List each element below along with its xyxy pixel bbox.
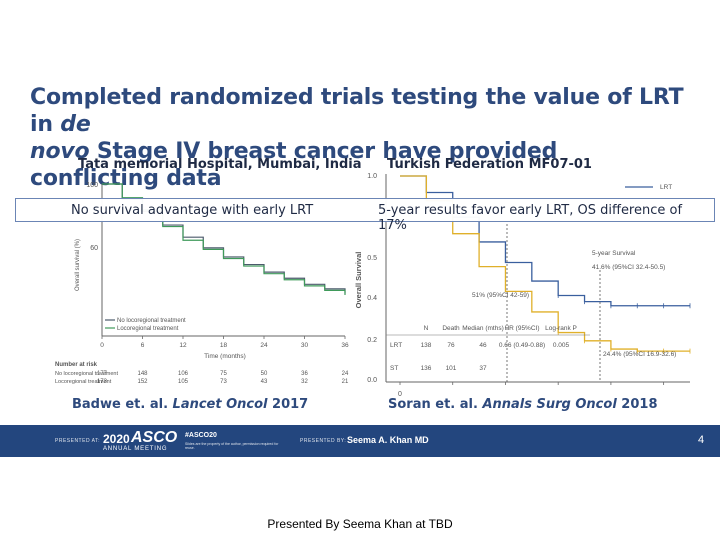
left-y-tick-60: 60 [90, 245, 98, 252]
right-y-tick-3: 0.4 [367, 295, 377, 302]
left-legend-no-lrt: No locoregional treatment [117, 318, 186, 324]
left-risk-label-lrt: Locoregional treatment [55, 379, 112, 385]
left-risk-value: 24 [342, 371, 349, 377]
right-x-tick-0: 0 [398, 391, 402, 398]
right-tr-lrt-hr: 0.66 (0.49-0.88) [499, 342, 545, 349]
left-risk-value: 105 [178, 379, 189, 385]
left-risk-value: 21 [342, 379, 349, 385]
right-km-curve-1 [400, 175, 690, 307]
right-th-death: Death [442, 325, 460, 332]
left-risk-value: 106 [178, 371, 189, 377]
slide-title: Completed randomized trials testing the … [30, 84, 690, 192]
right-tr-st-arm: ST [390, 365, 398, 372]
footer-presented-at: PRESENTED AT: [55, 438, 101, 444]
left-y-tick-100: 100 [86, 182, 98, 189]
left-x-tick-6: 36 [341, 342, 349, 349]
conclusion-banner: No survival advantage with early LRT 5-y… [15, 198, 715, 233]
right-risk-table: N Death Median (mths) HR (95%CI) Log-ran… [386, 325, 590, 372]
left-conclusion: No survival advantage with early LRT [71, 203, 314, 218]
left-risk-value: 177 [97, 371, 108, 377]
right-citation: Soran et. al. Annals Surg Oncol 2018 [388, 397, 658, 412]
left-risk-value: 43 [261, 379, 268, 385]
right-th-p: Log-rank P [545, 325, 577, 332]
right-y-tick-2: 0.5 [367, 255, 377, 262]
presenter-caption: Presented By Seema Khan at TBD [267, 517, 453, 531]
left-risk-value: 36 [301, 371, 308, 377]
footer-hashtag: #ASCO20 [185, 432, 217, 439]
left-risk-value: 75 [220, 371, 227, 377]
left-x-tick-2: 12 [179, 342, 187, 349]
footer-bar: PRESENTED AT: 2020 ASCO ANNUAL MEETING #… [0, 425, 720, 457]
footer-hashtag-note: Slides are the property of the author, p… [185, 442, 279, 450]
footer-presented-by: PRESENTED BY: [300, 438, 347, 444]
right-cite-b: 2018 [616, 397, 658, 412]
right-tr-st-median: 37 [479, 365, 487, 372]
right-th-hr: HR (95%CI) [504, 325, 539, 332]
left-heading: Tata memorial Hospital, Mumbai, India [78, 157, 362, 172]
left-x-axis-label: Time (months) [204, 353, 246, 360]
left-cite-em: Lancet Oncol [172, 397, 268, 412]
right-tr-lrt-arm: LRT [390, 342, 402, 349]
right-five-year-label: 5-year Survival [592, 250, 636, 257]
title-line2-em: novo [30, 139, 90, 164]
footer-meeting-sub: ANNUAL MEETING [103, 446, 168, 452]
right-tr-st-death: 101 [446, 365, 457, 372]
right-tr-lrt-median: 46 [479, 342, 487, 349]
left-km-plot: 100 60 Overall survival (%) 0 6 12 18 24 30 36… [55, 182, 349, 385]
right-y-tick-4: 0.2 [367, 337, 377, 344]
right-legend-lrt: LRT [660, 184, 672, 191]
right-y-tick-5: 0.0 [367, 377, 377, 384]
left-risk-value: 148 [137, 371, 148, 377]
right-th-n: N [424, 325, 429, 332]
left-cite-b: 2017 [267, 397, 309, 412]
right-tr-lrt-n: 138 [421, 342, 432, 349]
right-conclusion: 5-year results favor early LRT, OS diffe… [378, 203, 683, 233]
right-tr-lrt-p: 0.005 [553, 342, 570, 349]
left-x-tick-3: 18 [220, 342, 228, 349]
right-cite-a: Soran et. al. [388, 397, 483, 412]
right-th-median: Median (mths) [462, 325, 504, 332]
title-line1-em: de [60, 112, 91, 137]
right-heading: Turkish Federation MF07-01 [387, 157, 592, 172]
left-risk-value: 173 [97, 379, 108, 385]
footer-meeting-org: ASCO [131, 429, 178, 446]
right-tr-st-n: 136 [421, 365, 432, 372]
right-y-tick-1: 1.0 [367, 173, 377, 180]
left-cite-a: Badwe et. al. [72, 397, 173, 412]
left-x-tick-1: 6 [141, 342, 145, 349]
left-y-axis-label: Overall survival (%) [75, 239, 81, 291]
title-line1-a: Completed randomized trials testing the … [30, 85, 684, 137]
right-y-axis-label: Overall Survival [354, 252, 363, 309]
slide-number: 4 [698, 434, 705, 446]
right-lrt-rate: 41.6% (95%CI 32.4-50.5) [592, 264, 665, 271]
left-x-tick-0: 0 [100, 342, 104, 349]
right-st-rate-mid: 51% (95%CI 42-59) [472, 292, 529, 299]
left-x-tick-5: 30 [301, 342, 309, 349]
left-risk-value: 50 [261, 371, 268, 377]
right-cite-em: Annals Surg Oncol [482, 397, 617, 412]
left-risk-label-no-lrt: No locoregional treatment [55, 371, 118, 377]
left-risk-title: Number at risk [55, 362, 98, 368]
left-x-tick-4: 24 [260, 342, 268, 349]
footer-meeting-year: 2020 [103, 432, 130, 446]
right-st-rate: 24.4% (95%CI 16.9-32.6) [603, 351, 676, 358]
left-risk-value: 152 [137, 379, 148, 385]
right-tr-lrt-death: 76 [447, 342, 455, 349]
left-risk-value: 73 [220, 379, 227, 385]
left-legend-lrt: Locoregional treatment [117, 326, 179, 332]
left-citation: Badwe et. al. Lancet Oncol 2017 [72, 397, 308, 412]
left-risk-value: 32 [301, 379, 308, 385]
title-line2-b: Stage IV breast cancer have provided con… [30, 139, 558, 191]
footer-presenter: Seema A. Khan MD [347, 435, 429, 445]
